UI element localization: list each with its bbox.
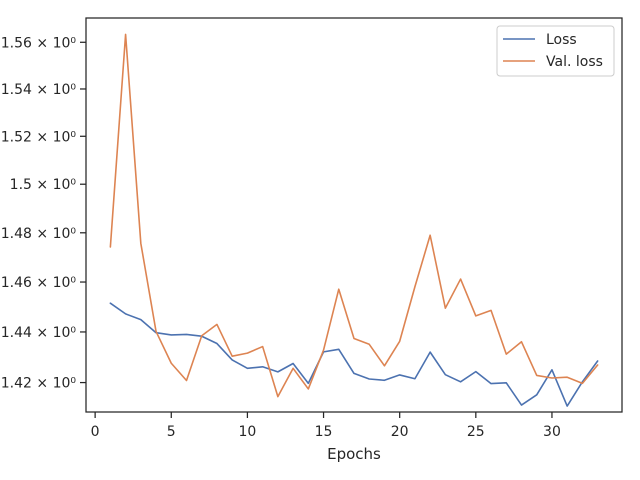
y-tick-label: 1.44 × 10⁰ <box>1 325 77 341</box>
legend-label-loss: Loss <box>546 32 577 48</box>
y-tick-label: 1.54 × 10⁰ <box>1 82 77 98</box>
legend-label-val-loss: Val. loss <box>546 54 603 70</box>
y-axis: 1.42 × 10⁰ 1.44 × 10⁰ 1.46 × 10⁰ 1.48 × 10⁰… <box>1 35 86 392</box>
y-tick-label: 1.48 × 10⁰ <box>1 226 77 242</box>
series-line-loss <box>109 302 599 407</box>
legend: Loss Val. loss <box>496 25 615 77</box>
x-tick-label: 10 <box>238 424 256 440</box>
plot-frame <box>85 17 623 413</box>
series-layer <box>109 33 599 407</box>
y-tick-label: 1.5 × 10⁰ <box>10 177 77 193</box>
y-tick-label: 1.46 × 10⁰ <box>1 275 77 291</box>
y-tick-label: 1.56 × 10⁰ <box>1 35 77 51</box>
series-line-val-loss <box>109 33 599 398</box>
x-tick-label: 0 <box>91 424 100 440</box>
x-axis: 0 5 10 15 20 25 30 <box>91 412 561 440</box>
x-axis-label: Epochs <box>327 445 381 463</box>
x-tick-label: 15 <box>315 424 333 440</box>
y-tick-label: 1.42 × 10⁰ <box>1 376 77 392</box>
y-tick-label: 1.52 × 10⁰ <box>1 129 77 145</box>
x-tick-label: 20 <box>391 424 409 440</box>
x-tick-label: 25 <box>467 424 485 440</box>
x-tick-label: 30 <box>543 424 561 440</box>
x-tick-label: 5 <box>167 424 176 440</box>
